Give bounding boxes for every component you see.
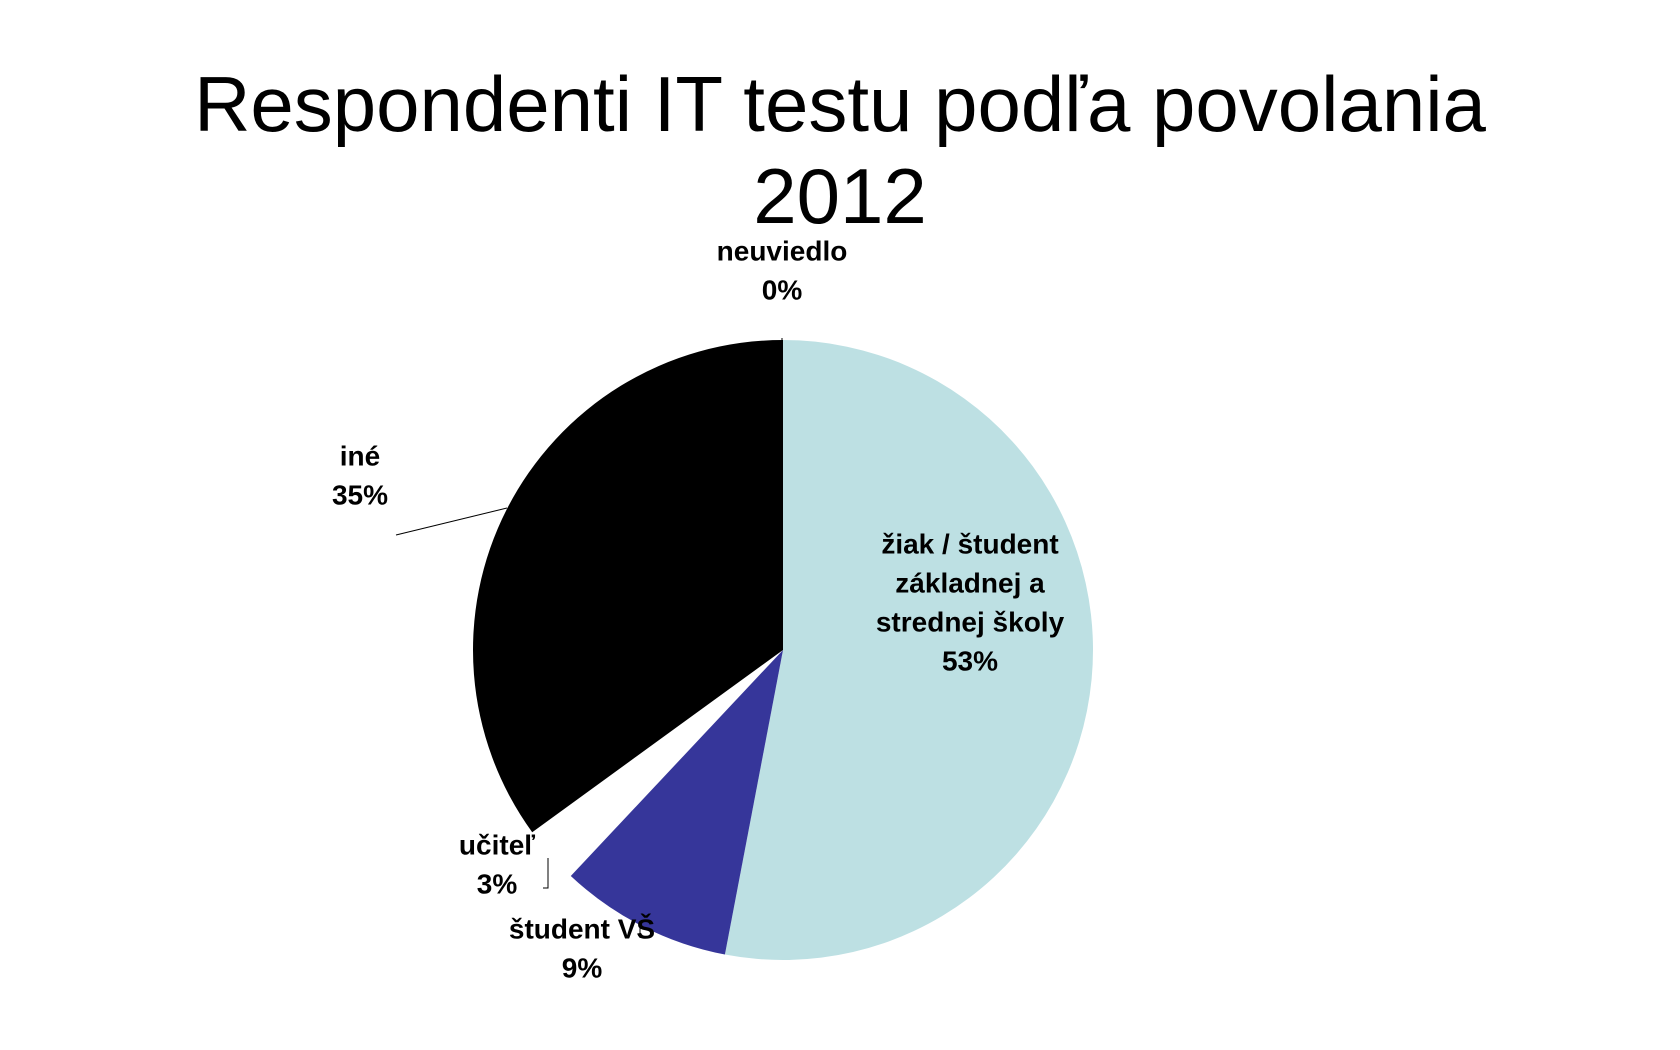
pie-slice-ine [473, 340, 783, 833]
slice-name-label: neuviedlo [717, 236, 848, 267]
chart-title: Respondenti IT testu podľa povolania 201… [0, 58, 1680, 242]
slice-name-label: žiak / študent [881, 529, 1058, 560]
pie-slice-ziak-student-zakladnej-a-strednej-skoly [724, 339, 1094, 961]
slice-name-label: základnej a [895, 568, 1045, 599]
slice-value-label: 53% [942, 646, 998, 677]
slice-labels: žiak / študent základnej a strednej školy 5… [332, 236, 1065, 984]
slice-name-label: študent VŠ [509, 913, 655, 945]
chart-title-line-1: Respondenti IT testu podľa povolania [194, 60, 1486, 148]
chart-title-line-2: 2012 [753, 152, 927, 240]
leader-line-ucitel [543, 858, 549, 889]
slice-name-label: strednej školy [876, 607, 1065, 638]
pie-slices [473, 339, 1094, 961]
slice-value-label: 9% [562, 953, 603, 984]
slice-label-ine: iné 35% [332, 441, 388, 511]
slice-name-label: iné [340, 441, 380, 472]
leader-lines [395, 338, 783, 938]
slice-label-ucitel: učiteľ 3% [459, 830, 535, 900]
slice-value-label: 0% [762, 275, 803, 306]
slice-label-ziak-student-zakladnej-a-strednej-skoly: žiak / študent základnej a strednej školy 5… [876, 529, 1065, 677]
leader-line-ine [395, 507, 508, 536]
slice-label-student-vs: študent VŠ 9% [509, 913, 655, 984]
slice-name-label: učiteľ [459, 830, 535, 861]
pie-slice-student-vs [570, 650, 783, 955]
slice-value-label: 3% [477, 869, 518, 900]
slice-label-neuviedlo: neuviedlo 0% [717, 236, 848, 306]
slice-value-label: 35% [332, 480, 388, 511]
